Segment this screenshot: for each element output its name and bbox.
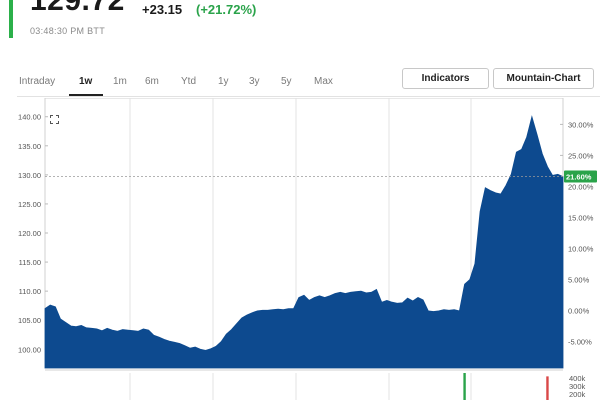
price-change: +23.15 bbox=[142, 2, 183, 17]
range-tab-ytd[interactable]: Ytd bbox=[181, 76, 197, 87]
current-percent-label: 21.60% bbox=[566, 172, 592, 181]
percent-tick-label: -5.00% bbox=[568, 337, 592, 346]
range-tab-max[interactable]: Max bbox=[314, 76, 333, 87]
price-tick-label: 105.00 bbox=[18, 316, 41, 325]
quote-accent-bar bbox=[9, 0, 13, 38]
range-tab-1w[interactable]: 1w bbox=[79, 76, 93, 87]
price-tick-label: 140.00 bbox=[18, 113, 41, 122]
range-tab-intraday[interactable]: Intraday bbox=[19, 76, 56, 87]
price-tick-label: 100.00 bbox=[18, 345, 41, 354]
quote-timestamp: 03:48:30 PM BTT bbox=[30, 26, 106, 36]
price-chart-svg: 140.00 135.00 130.00 125.00 120.00 115.00 110.… bbox=[18, 98, 597, 400]
range-tab-6m[interactable]: 6m bbox=[145, 76, 159, 87]
percent-tick-label: 5.00% bbox=[568, 275, 590, 284]
volume-tick-label: 400k bbox=[569, 374, 586, 383]
price-tick-label: 125.00 bbox=[18, 200, 41, 209]
chart-toolbar: Intraday 1w 1m 6m Ytd 1y 3y 5y Max Indic… bbox=[0, 68, 600, 98]
range-tab-1m[interactable]: 1m bbox=[113, 76, 127, 87]
volume-bar bbox=[546, 376, 549, 400]
chart-type-button[interactable]: Mountain-Chart bbox=[493, 68, 594, 89]
price-chart: 140.00 135.00 130.00 125.00 120.00 115.00 110.… bbox=[0, 98, 600, 400]
price-tick-label: 120.00 bbox=[18, 229, 41, 238]
price-tick-label: 130.00 bbox=[18, 171, 41, 180]
price-area bbox=[44, 115, 564, 369]
expand-icon[interactable] bbox=[50, 115, 59, 124]
percent-tick-label: 20.00% bbox=[568, 182, 594, 191]
percent-tick-label: 25.00% bbox=[568, 151, 594, 160]
volume-tick-label: 300k bbox=[569, 382, 586, 391]
price-tick-label: 115.00 bbox=[19, 258, 41, 267]
price-tick-label: 110.00 bbox=[19, 287, 41, 296]
range-tab-5y[interactable]: 5y bbox=[281, 76, 292, 87]
last-price: 129.72 bbox=[30, 0, 125, 17]
volume-tick-label: 200k bbox=[569, 390, 586, 399]
indicators-button[interactable]: Indicators bbox=[402, 68, 489, 89]
price-change-percent: (+21.72%) bbox=[196, 2, 257, 17]
range-tab-1y[interactable]: 1y bbox=[218, 76, 229, 87]
percent-tick-label: 0.00% bbox=[568, 306, 590, 315]
percent-tick-label: 10.00% bbox=[568, 244, 594, 253]
percent-tick-label: 30.00% bbox=[568, 120, 594, 129]
active-tab-indicator bbox=[69, 94, 103, 96]
current-percent-badge bbox=[564, 170, 597, 183]
range-tab-3y[interactable]: 3y bbox=[249, 76, 260, 87]
toolbar-divider bbox=[17, 96, 600, 97]
percent-tick-label: 15.00% bbox=[568, 213, 594, 222]
price-tick-label: 135.00 bbox=[18, 142, 41, 151]
volume-bar bbox=[463, 373, 466, 400]
